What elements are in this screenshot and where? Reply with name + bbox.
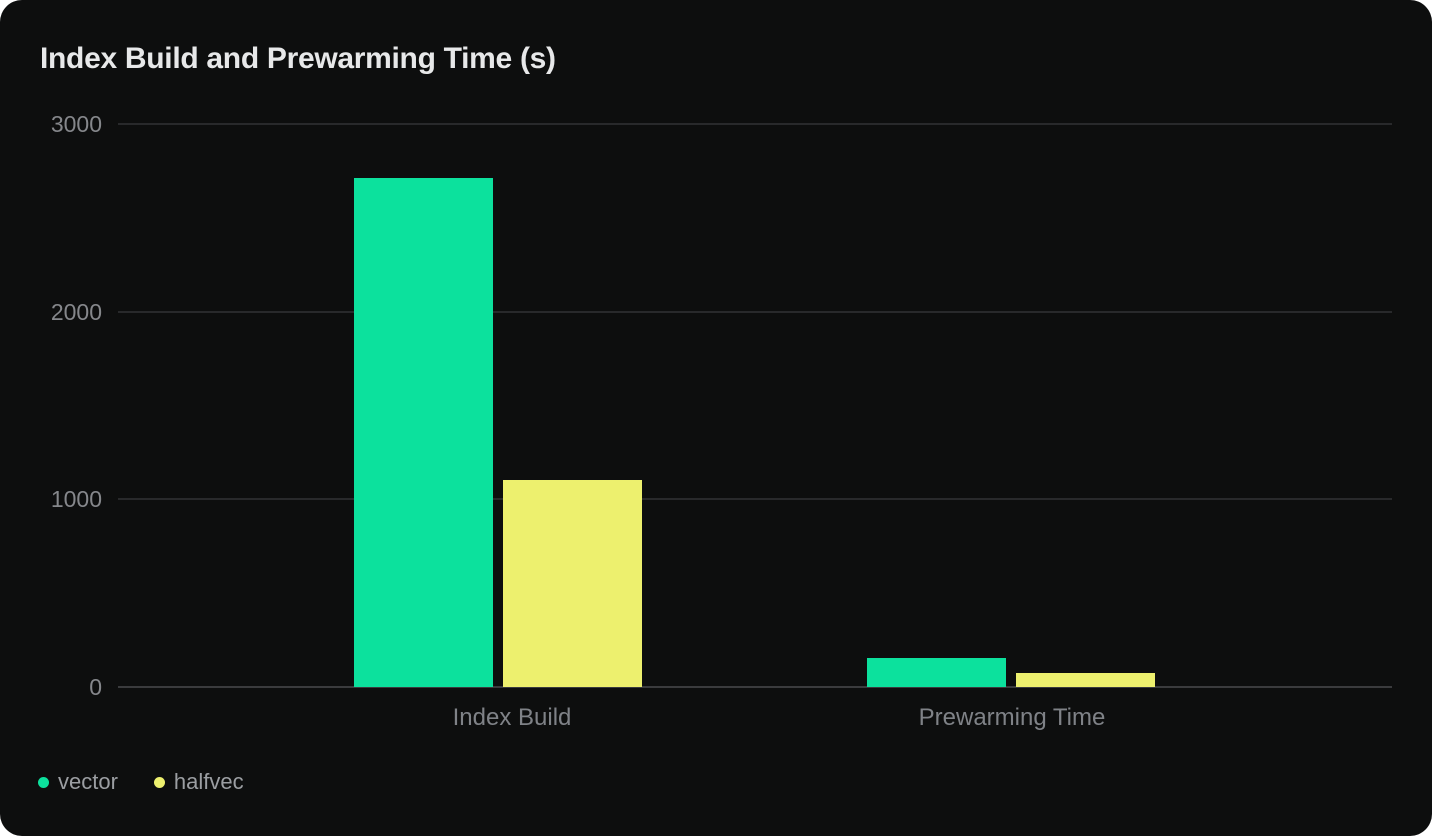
y-tick-label-2000: 2000	[50, 298, 102, 325]
legend-item-vector[interactable]: vector	[38, 768, 118, 796]
chart-title: Index Build and Prewarming Time (s)	[40, 42, 556, 75]
gridline-0	[118, 686, 1392, 688]
y-tick-label-3000: 3000	[50, 111, 102, 137]
gridline-1000	[118, 498, 1392, 501]
x-category-label-prewarming-time: Prewarming Time	[918, 704, 1106, 731]
bar-vector-index-build[interactable]	[354, 178, 493, 687]
legend-dot-vector	[38, 776, 49, 788]
y-tick-label-0: 0	[89, 674, 102, 700]
legend-label-vector: vector	[58, 769, 118, 794]
x-category-label-index-build: Index Build	[452, 704, 572, 731]
bar-halfvec-prewarming-time[interactable]	[1016, 673, 1155, 687]
gridline-3000	[118, 123, 1392, 125]
gridline-2000	[118, 310, 1392, 313]
bar-vector-prewarming-time[interactable]	[867, 658, 1006, 687]
legend-dot-halfvec	[153, 776, 165, 788]
y-tick-label-1000: 1000	[50, 486, 102, 513]
legend-item-halfvec[interactable]: halfvec	[153, 768, 244, 796]
legend: vector halfvec	[38, 768, 244, 796]
bar-halfvec-index-build[interactable]	[503, 480, 642, 687]
legend-label-halfvec: halfvec	[173, 769, 244, 794]
